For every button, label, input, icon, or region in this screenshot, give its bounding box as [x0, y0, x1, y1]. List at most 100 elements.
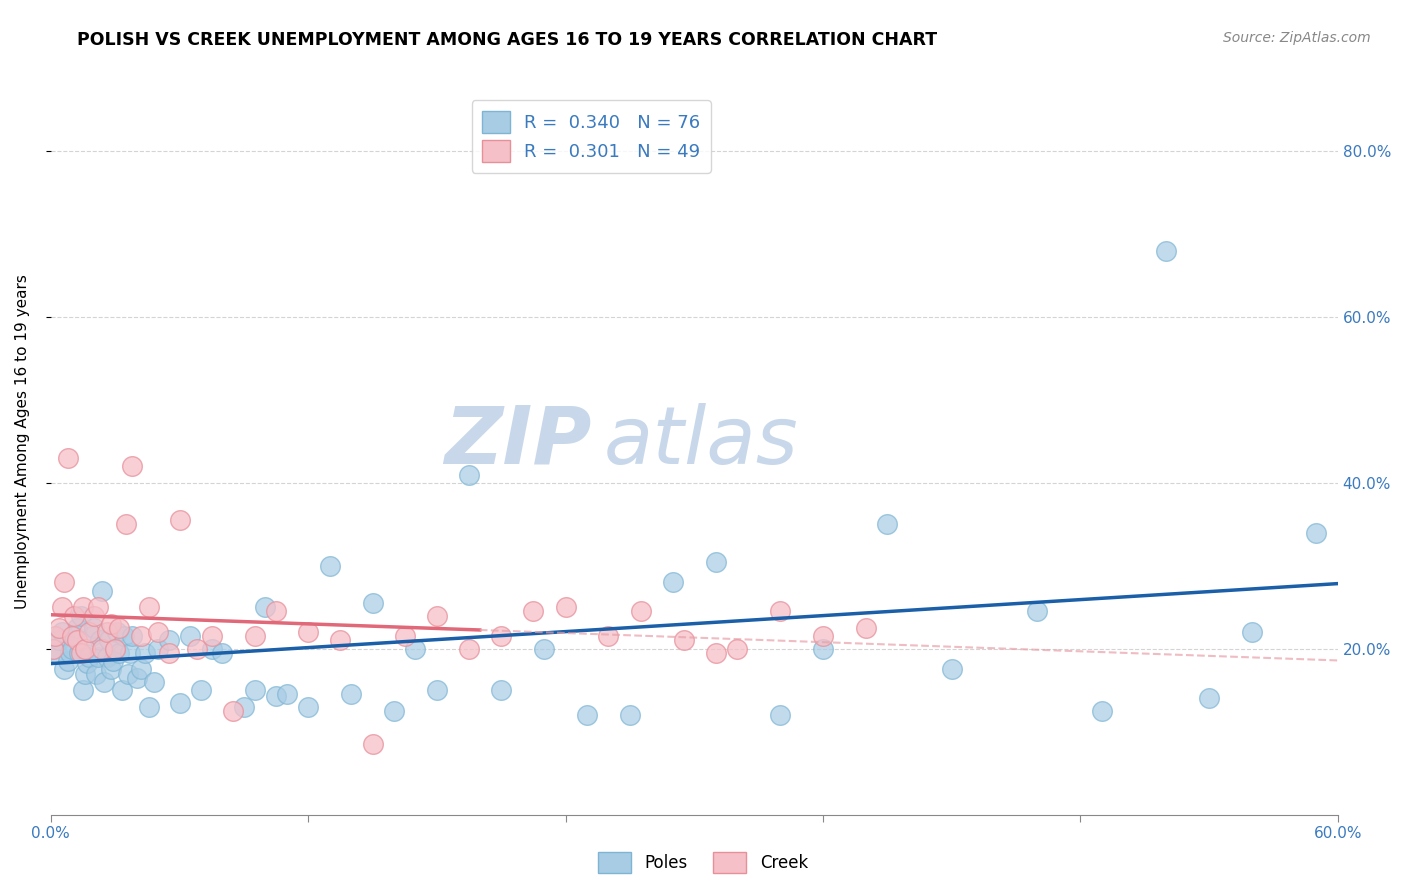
Point	[75, 666, 97, 681]
Point	[876, 517, 898, 532]
Point	[186, 641, 208, 656]
Point	[254, 600, 277, 615]
Point	[83, 621, 105, 635]
Point	[110, 683, 132, 698]
Point	[704, 555, 727, 569]
Point	[142, 674, 165, 689]
Point	[190, 683, 212, 698]
Point	[243, 629, 266, 643]
Point	[104, 641, 127, 656]
Point	[46, 646, 69, 660]
Point	[276, 687, 298, 701]
Point	[662, 575, 685, 590]
Legend: R =  0.340   N = 76, R =  0.301   N = 49: R = 0.340 N = 76, R = 0.301 N = 49	[471, 100, 711, 173]
Point	[96, 625, 118, 640]
Point	[134, 646, 156, 660]
Point	[1154, 244, 1177, 258]
Point	[48, 621, 70, 635]
Point	[138, 600, 160, 615]
Point	[44, 629, 66, 643]
Point	[100, 663, 122, 677]
Point	[811, 641, 834, 656]
Point	[48, 633, 70, 648]
Point	[855, 621, 877, 635]
Point	[63, 608, 86, 623]
Point	[96, 650, 118, 665]
Point	[129, 629, 152, 643]
Point	[522, 604, 544, 618]
Point	[201, 629, 224, 643]
Point	[60, 629, 83, 643]
Point	[297, 625, 319, 640]
Point	[264, 604, 287, 618]
Point	[60, 641, 83, 656]
Point	[222, 704, 245, 718]
Point	[704, 646, 727, 660]
Point	[65, 633, 87, 648]
Point	[169, 696, 191, 710]
Point	[382, 704, 405, 718]
Point	[70, 646, 93, 660]
Point	[75, 641, 97, 656]
Point	[104, 641, 127, 656]
Point	[619, 708, 641, 723]
Point	[125, 671, 148, 685]
Point	[51, 625, 73, 640]
Point	[1240, 625, 1263, 640]
Point	[87, 650, 110, 665]
Point	[672, 633, 695, 648]
Point	[146, 641, 169, 656]
Point	[117, 666, 139, 681]
Text: atlas: atlas	[605, 402, 799, 481]
Point	[394, 629, 416, 643]
Point	[554, 600, 576, 615]
Point	[297, 699, 319, 714]
Point	[157, 633, 180, 648]
Point	[598, 629, 620, 643]
Point	[232, 699, 254, 714]
Point	[1305, 525, 1327, 540]
Text: Source: ZipAtlas.com: Source: ZipAtlas.com	[1223, 31, 1371, 45]
Point	[84, 666, 107, 681]
Point	[575, 708, 598, 723]
Point	[97, 633, 120, 648]
Point	[361, 596, 384, 610]
Point	[458, 467, 481, 482]
Point	[243, 683, 266, 698]
Point	[157, 646, 180, 660]
Point	[83, 608, 105, 623]
Text: ZIP: ZIP	[444, 402, 592, 481]
Point	[51, 600, 73, 615]
Text: POLISH VS CREEK UNEMPLOYMENT AMONG AGES 16 TO 19 YEARS CORRELATION CHART: POLISH VS CREEK UNEMPLOYMENT AMONG AGES …	[77, 31, 938, 49]
Point	[329, 633, 352, 648]
Point	[56, 654, 79, 668]
Point	[63, 629, 86, 643]
Point	[91, 583, 114, 598]
Point	[42, 641, 65, 656]
Point	[179, 629, 201, 643]
Point	[1091, 704, 1114, 718]
Point	[42, 641, 65, 656]
Point	[121, 629, 143, 643]
Point	[108, 646, 131, 660]
Point	[941, 663, 963, 677]
Point	[811, 629, 834, 643]
Point	[67, 646, 90, 660]
Point	[108, 621, 131, 635]
Point	[725, 641, 748, 656]
Point	[76, 656, 98, 670]
Point	[489, 629, 512, 643]
Point	[105, 625, 128, 640]
Point	[120, 646, 142, 660]
Point	[1198, 691, 1220, 706]
Legend: Poles, Creek: Poles, Creek	[592, 846, 814, 880]
Y-axis label: Unemployment Among Ages 16 to 19 years: Unemployment Among Ages 16 to 19 years	[15, 274, 30, 609]
Point	[89, 633, 111, 648]
Point	[65, 621, 87, 635]
Point	[1026, 604, 1049, 618]
Point	[146, 625, 169, 640]
Point	[630, 604, 652, 618]
Point	[101, 654, 124, 668]
Point	[112, 629, 135, 643]
Point	[87, 600, 110, 615]
